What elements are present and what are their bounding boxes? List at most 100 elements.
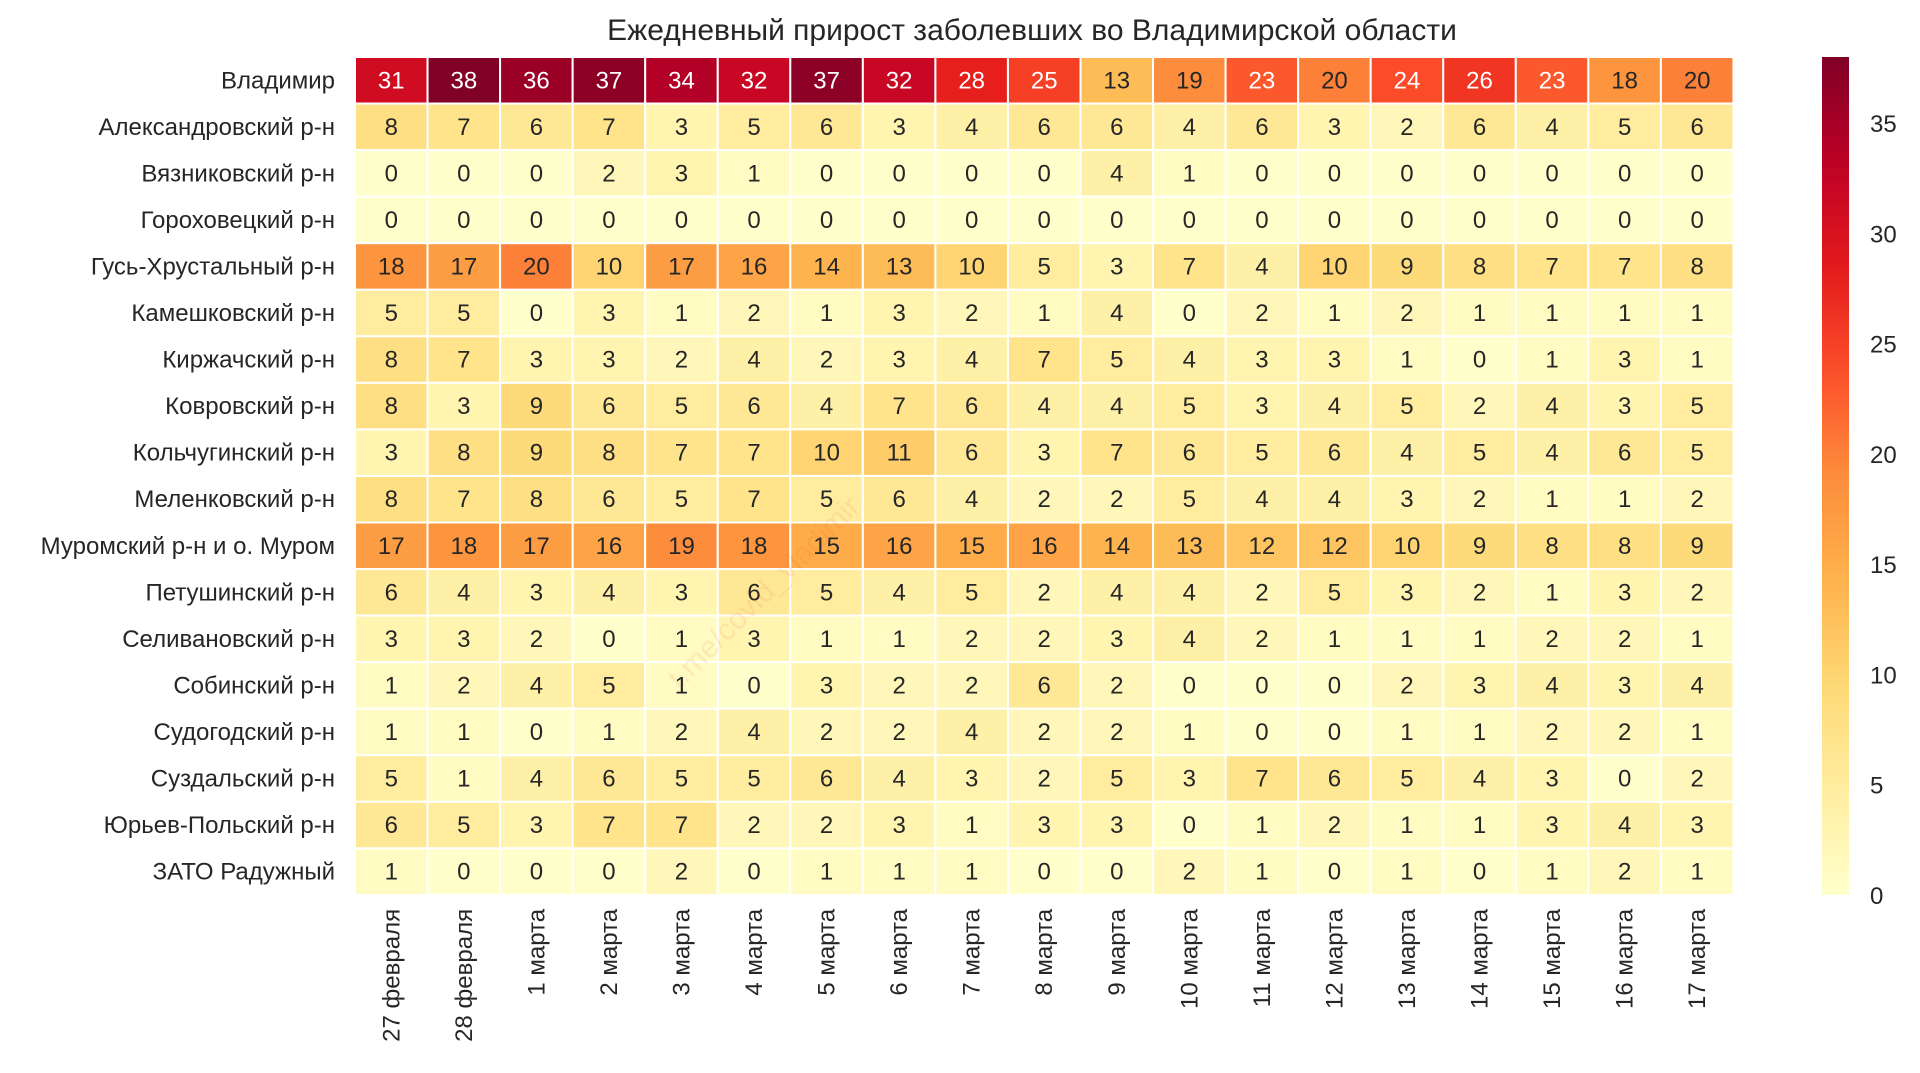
cell-value-label: 3: [1328, 347, 1341, 374]
heatmap-cell: [789, 288, 864, 338]
cell-value-label: 4: [820, 393, 833, 420]
cell-value-label: 31: [378, 67, 405, 94]
cell-value-label: 3: [1110, 253, 1123, 280]
cell-value-label: 1: [1690, 859, 1703, 886]
column-label: 3 марта: [668, 908, 695, 995]
heatmap-cell: [1297, 335, 1372, 384]
cell-value-label: 9: [1400, 253, 1413, 280]
cell-value-label: 12: [1249, 533, 1276, 560]
cell-value-label: 2: [1618, 626, 1631, 653]
heatmap-cell: [1297, 521, 1372, 571]
heatmap-cell: [1442, 661, 1517, 710]
heatmap-cell: [1369, 242, 1445, 291]
cell-value-label: 7: [602, 114, 615, 141]
cell-value-label: 3: [1183, 766, 1196, 793]
cell-value-label: 1: [1473, 719, 1486, 746]
column-label: 5 марта: [814, 908, 841, 995]
cell-value-label: 1: [1473, 626, 1486, 653]
cell-value-label: 5: [1110, 766, 1123, 793]
cell-value-label: 6: [1473, 114, 1486, 141]
cell-value-label: 5: [1618, 114, 1631, 141]
cell-value-label: 7: [1618, 253, 1631, 280]
heatmap-cell: [789, 568, 864, 617]
heatmap-cell: [571, 195, 647, 245]
cell-value-label: 8: [385, 486, 398, 513]
colorbar: 0 5 10 15 20 25 30 35: [1822, 57, 1897, 910]
cell-value-label: 2: [1183, 859, 1196, 886]
heatmap-cell: [499, 288, 574, 338]
row-label: Владимир: [221, 67, 335, 94]
heatmap-cell: [1297, 568, 1372, 617]
heatmap-cell: [861, 474, 937, 524]
heatmap-cell: [1442, 195, 1517, 245]
cell-value-label: 0: [965, 207, 978, 234]
cell-value-label: 6: [602, 393, 615, 420]
heatmap-cell: [1659, 474, 1735, 524]
heatmap-cell: [1659, 195, 1735, 245]
heatmap-cell: [499, 707, 574, 757]
heatmap-cell: [1659, 428, 1735, 477]
cell-value-label: 1: [1473, 300, 1486, 327]
cell-value-label: 6: [530, 114, 543, 141]
heatmap-cell: [934, 288, 1009, 338]
cell-value-label: 4: [1110, 393, 1123, 420]
heatmap-cell: [716, 56, 792, 105]
cell-value-label: 5: [1400, 393, 1413, 420]
heatmap-cell: [861, 614, 937, 664]
heatmap-cells: 31 38 36 37 34 32 37 32 28 25 13 19 23 20 24 26 23 18 208 7…: [354, 56, 1735, 896]
cell-value-label: 7: [892, 393, 905, 420]
heatmap-cell: [1514, 614, 1590, 664]
heatmap-cell: [644, 754, 719, 803]
row-label: Меленковский р-н: [134, 486, 335, 513]
cell-value-label: 3: [892, 347, 905, 374]
cell-value-label: 1: [965, 859, 978, 886]
cell-value-label: 2: [892, 719, 905, 746]
heatmap-cell: [716, 800, 792, 850]
heatmap-cell: [1224, 288, 1300, 338]
cell-value-label: 5: [1183, 393, 1196, 420]
heatmap-cell: [1514, 707, 1590, 757]
cell-value-label: 3: [892, 812, 905, 839]
heatmap-cell: [499, 428, 574, 477]
cell-value-label: 0: [1473, 160, 1486, 187]
cell-value-label: 6: [385, 579, 398, 606]
cell-value-label: 2: [1690, 766, 1703, 793]
heatmap-cell: [1659, 568, 1735, 617]
colorbar-tick-label: 5: [1870, 773, 1883, 800]
cell-value-label: 0: [820, 207, 833, 234]
heatmap-cell: [426, 474, 502, 524]
heatmap-cell: [861, 335, 937, 384]
heatmap-cell: [1659, 521, 1735, 571]
heatmap-cell: [1224, 568, 1300, 617]
cell-value-label: 2: [1545, 719, 1558, 746]
heatmap-cell: [934, 242, 1009, 291]
heatmap-cell: [1297, 381, 1372, 431]
cell-value-label: 37: [596, 67, 623, 94]
heatmap-cell: [1006, 521, 1082, 571]
cell-value-label: 0: [1618, 160, 1631, 187]
cell-value-label: 16: [596, 533, 623, 560]
cell-value-label: 3: [1545, 812, 1558, 839]
colorbar-tick-label: 25: [1870, 332, 1897, 359]
heatmap-cell: [499, 568, 574, 617]
cell-value-label: 5: [1183, 486, 1196, 513]
heatmap-cell: [1659, 661, 1735, 710]
cell-value-label: 0: [675, 207, 688, 234]
heatmap-cell: [1514, 521, 1590, 571]
cell-value-label: 3: [892, 114, 905, 141]
cell-value-label: 2: [1690, 486, 1703, 513]
cell-value-label: 3: [892, 300, 905, 327]
heatmap-cell: [426, 847, 502, 896]
cell-value-label: 2: [1038, 766, 1051, 793]
cell-value-label: 1: [1183, 719, 1196, 746]
cell-value-label: 2: [747, 812, 760, 839]
cell-value-label: 3: [1110, 626, 1123, 653]
cell-value-label: 14: [1103, 533, 1130, 560]
heatmap-cell: [1152, 242, 1227, 291]
column-label: 27 февраля: [378, 909, 405, 1042]
cell-value-label: 18: [1611, 67, 1638, 94]
cell-value-label: 2: [675, 719, 688, 746]
cell-value-label: 3: [1545, 766, 1558, 793]
cell-value-label: 25: [1031, 67, 1058, 94]
